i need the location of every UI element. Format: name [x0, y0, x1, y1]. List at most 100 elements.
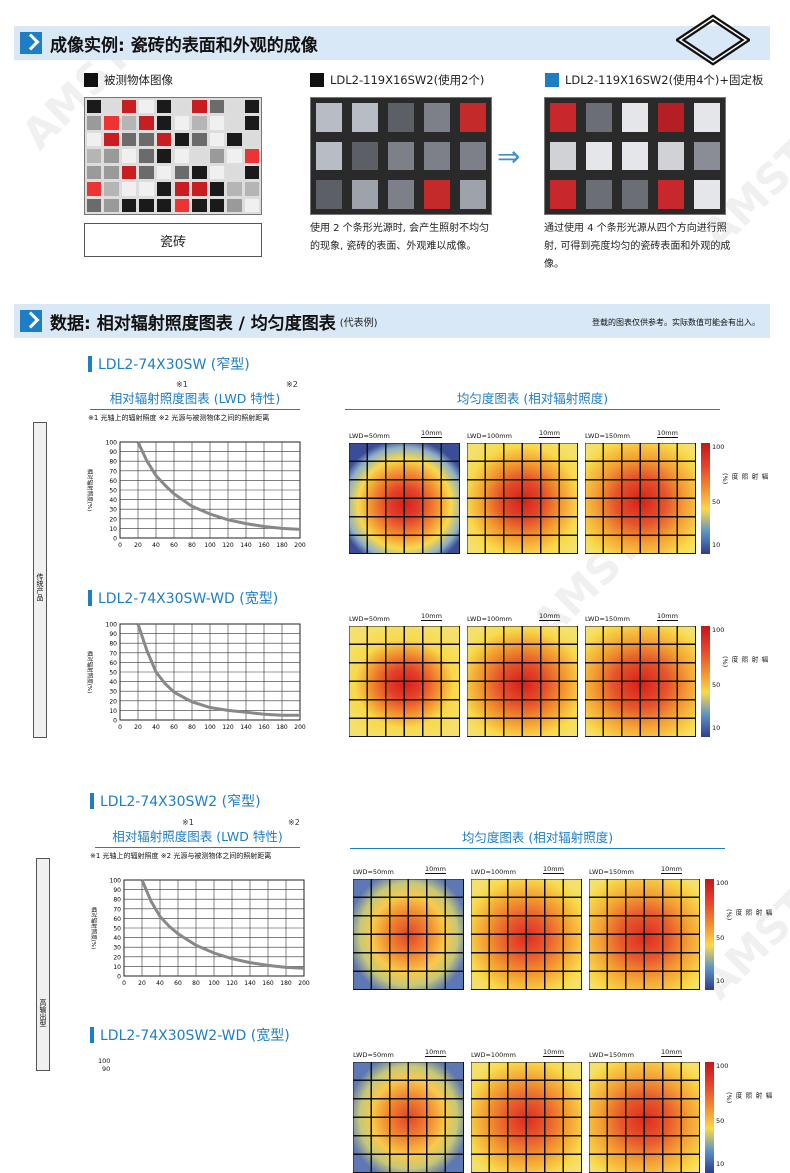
y-tick-label: 70 — [109, 650, 117, 657]
tile-cell — [174, 149, 190, 163]
section1-header: 成像实例: 瓷砖的表面和外观的成像 — [14, 26, 770, 60]
tile-cell — [244, 182, 260, 196]
x-tick-label: 200 — [294, 724, 306, 731]
tile-cell — [121, 132, 137, 147]
tile-cell — [174, 116, 190, 130]
y-tick-label: 30 — [109, 689, 117, 696]
heatmap-scale-bar: 10mm — [657, 429, 678, 438]
y-tick-label: 30 — [109, 507, 117, 514]
tile-cell — [121, 116, 137, 130]
tile-cell — [104, 132, 119, 147]
y-tick-label: 0 — [113, 536, 117, 543]
tile-cell — [156, 165, 172, 180]
tile-cell — [622, 103, 648, 132]
series-line — [140, 879, 305, 970]
heatmap-scale-bar: 10mm — [425, 865, 446, 874]
uniformity-chart-title: 均匀度图表 (相对辐射照度) — [345, 388, 720, 410]
x-tick-label: 140 — [244, 980, 256, 987]
y-tick-label: 50 — [109, 488, 117, 495]
y-axis-label: 相对辐射照度(%) — [90, 907, 98, 950]
tile-cell — [156, 198, 172, 213]
scale-axis-label: 辐射照度(%) — [725, 1092, 772, 1104]
heatmap-grid — [353, 879, 464, 990]
x-tick-label: 120 — [226, 980, 238, 987]
heatmap-lwd-label: LWD=50mm — [353, 1051, 394, 1059]
y-tick-label: 100 — [98, 1057, 111, 1065]
tile-cell — [104, 99, 119, 114]
x-tick-label: 100 — [204, 542, 216, 549]
tile-photo-object — [84, 97, 262, 215]
tile-cell — [227, 182, 242, 196]
uniformity-heatmap — [349, 626, 460, 737]
tile-cell — [174, 198, 190, 213]
uniformity-heatmap — [471, 1062, 582, 1173]
tile-cell — [104, 198, 119, 213]
section2-note: 登载的图表仅供参考。实际数值可能会有出入。 — [592, 318, 760, 327]
tile-cell — [227, 99, 242, 114]
scale-axis-label: 辐射照度(%) — [721, 656, 768, 668]
color-scale-bar — [701, 626, 710, 737]
tile-cell — [227, 198, 242, 213]
heatmap-scale-bar: 10mm — [543, 1048, 564, 1057]
heatmap-grid — [585, 443, 696, 554]
x-tick-label: 60 — [174, 980, 182, 987]
x-tick-label: 160 — [258, 724, 270, 731]
tile-cell — [139, 116, 154, 130]
tile-cell — [192, 165, 207, 180]
x-tick-label: 180 — [276, 724, 288, 731]
uniformity-heatmap — [467, 626, 578, 737]
tile-cell — [550, 141, 576, 171]
tile-cell — [156, 132, 172, 147]
y-tick-label: 0 — [117, 974, 121, 981]
x-tick-label: 80 — [188, 724, 196, 731]
tile-cell — [209, 182, 225, 196]
tile-cell — [104, 182, 119, 196]
tile-cell — [209, 165, 225, 180]
tile-cell — [316, 141, 342, 171]
two-lights-description: 使用 2 个条形光源时, 会产生照射不均匀的现象, 瓷砖的表面、外观难以成像。 — [310, 223, 490, 252]
scale-tick-label: 50 — [712, 681, 721, 689]
object-label-box: 瓷砖 — [84, 223, 262, 257]
tile-cell — [658, 180, 684, 209]
tile-cell — [227, 149, 242, 163]
scale-tick-label: 100 — [716, 1062, 729, 1070]
tile-cell — [121, 149, 137, 163]
x-tick-label: 20 — [138, 980, 146, 987]
tile-cell — [139, 99, 154, 114]
tile-cell — [104, 116, 119, 130]
tile-cell — [86, 182, 102, 196]
y-tick-label: 80 — [109, 459, 117, 466]
y-axis-label: 相对辐射照度(%) — [86, 469, 94, 512]
uniformity-heatmap — [585, 443, 696, 554]
tile-cell — [174, 132, 190, 147]
color-scale-bar — [705, 1062, 714, 1173]
tile-cell — [244, 132, 260, 147]
y-tick-label: 50 — [113, 926, 121, 933]
chevron-right-icon — [20, 310, 42, 332]
tile-cell — [352, 103, 378, 132]
model-title: LDL2-74X30SW (窄型) — [88, 354, 250, 374]
tile-cell — [388, 141, 414, 171]
scale-tick-label: 10 — [712, 724, 721, 732]
caption-two-lights: LDL2-119X16SW2(使用2个) — [310, 72, 484, 88]
y-tick-label: 80 — [109, 641, 117, 648]
y-tick-label: 50 — [109, 670, 117, 677]
tile-cell — [460, 141, 486, 171]
y-tick-label: 90 — [102, 1065, 111, 1073]
x-tick-label: 160 — [258, 542, 270, 549]
scale-axis-label: 辐射照度(%) — [725, 909, 772, 921]
y-tick-label: 40 — [109, 679, 117, 686]
heatmap-grid — [585, 626, 696, 737]
x-tick-label: 100 — [208, 980, 220, 987]
tile-cell — [156, 99, 172, 114]
y-tick-label: 10 — [109, 526, 117, 533]
heatmap-lwd-label: LWD=50mm — [353, 868, 394, 876]
tile-cell — [586, 141, 612, 171]
x-tick-label: 0 — [118, 542, 122, 549]
tile-cell — [156, 149, 172, 163]
tile-cell — [244, 149, 260, 163]
tile-cell — [209, 132, 225, 147]
